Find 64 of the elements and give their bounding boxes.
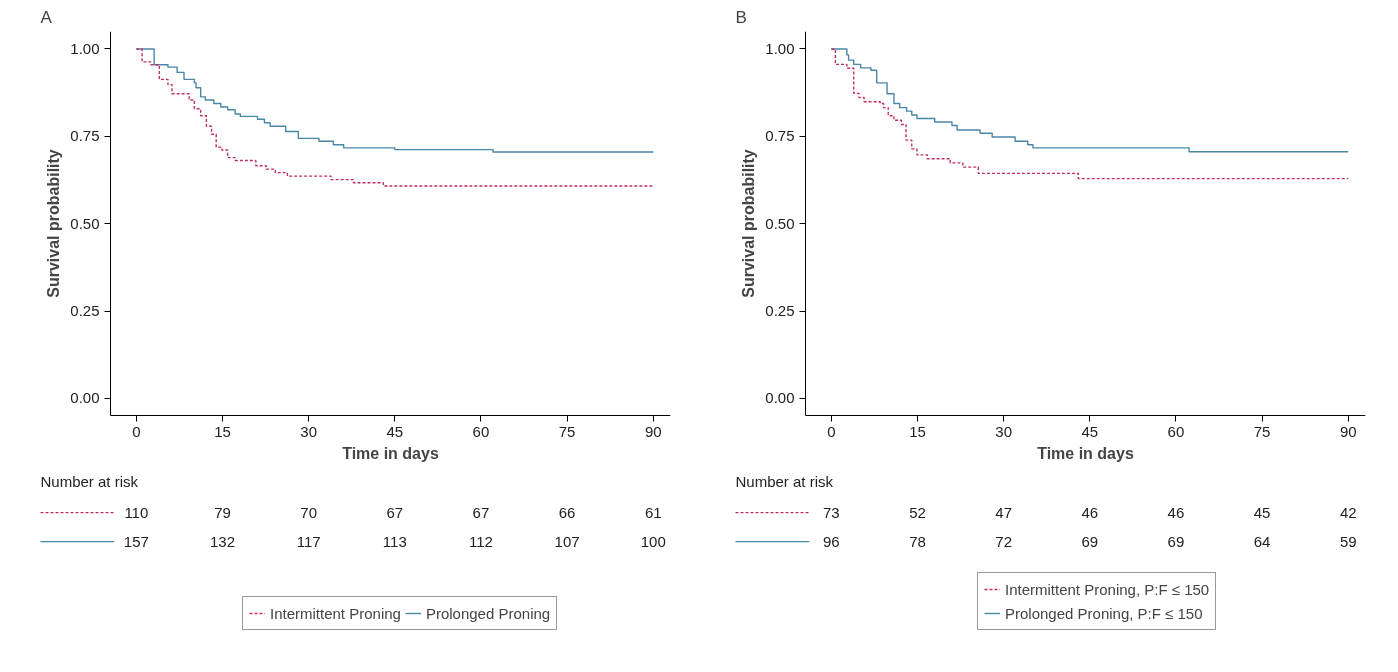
text: 67 (472, 503, 490, 521)
text: 46 (1167, 503, 1185, 521)
text: 117 (296, 532, 321, 550)
chart-title: A (40, 7, 53, 27)
x-tick-label: 30 (995, 422, 1012, 440)
text: 47 (995, 503, 1012, 521)
text: 70 (300, 503, 317, 521)
y-tick-label: 0.50 (70, 214, 100, 232)
text: 157 (123, 532, 149, 550)
text: 69 (1167, 532, 1185, 550)
text: 100 (640, 532, 666, 550)
y-tick-label: 1.00 (70, 39, 100, 57)
x-tick-label: 45 (386, 422, 404, 440)
x-tick-label: 0 (132, 422, 141, 440)
legend-label: Prolonged Proning, P:F ≤ 150 (1005, 604, 1203, 622)
text: Number at risk (40, 473, 139, 491)
y-tick-label: 1.00 (765, 39, 795, 57)
text: 64 (1253, 532, 1271, 550)
text: 45 (1253, 503, 1271, 521)
text: 112 (469, 532, 493, 550)
x-tick-label: 90 (644, 422, 662, 440)
x-tick-label: 45 (1081, 422, 1099, 440)
x-tick-label: 15 (214, 422, 231, 440)
text: 42 (1339, 503, 1357, 521)
text: Number at risk (735, 473, 834, 491)
text: 110 (124, 503, 149, 521)
text: 73 (823, 503, 840, 521)
y-tick-label: 0.00 (70, 389, 100, 407)
x-axis-title: Time in days (342, 444, 439, 462)
text: 61 (644, 503, 662, 521)
y-tick-label: 0.25 (70, 302, 100, 320)
text: 67 (386, 503, 404, 521)
legend-label: Intermittent Proning, P:F ≤ 150 (1005, 580, 1210, 598)
y-tick-label: 0.75 (765, 127, 795, 145)
text: 78 (909, 532, 926, 550)
x-tick-label: 0 (827, 422, 836, 440)
y-axis-title: Survival probability (740, 149, 758, 298)
y-tick-label: 0.25 (765, 302, 795, 320)
x-tick-label: 15 (909, 422, 926, 440)
text: 79 (214, 503, 231, 521)
text: 69 (1081, 532, 1099, 550)
y-tick-label: 0.50 (765, 214, 795, 232)
x-tick-label: 60 (472, 422, 490, 440)
x-tick-label: 60 (1167, 422, 1185, 440)
text: 72 (995, 532, 1012, 550)
x-axis-title: Time in days (1037, 444, 1134, 462)
text: 46 (1081, 503, 1099, 521)
y-tick-label: 0.75 (70, 127, 100, 145)
text: 107 (554, 532, 580, 550)
text: 52 (909, 503, 926, 521)
x-tick-label: 30 (300, 422, 317, 440)
text: 96 (823, 532, 840, 550)
legend-label: Intermittent Proning (270, 604, 401, 622)
y-tick-label: 0.00 (765, 389, 795, 407)
x-tick-label: 90 (1339, 422, 1357, 440)
x-tick-label: 75 (1253, 422, 1271, 440)
legend-label: Prolonged Proning (425, 604, 551, 622)
text: 132 (209, 532, 236, 550)
text: 59 (1339, 532, 1357, 550)
text: 66 (558, 503, 576, 521)
y-axis-title: Survival probability (45, 149, 63, 298)
x-tick-label: 75 (558, 422, 576, 440)
chart-title: B (735, 7, 747, 27)
text: 113 (382, 532, 407, 550)
